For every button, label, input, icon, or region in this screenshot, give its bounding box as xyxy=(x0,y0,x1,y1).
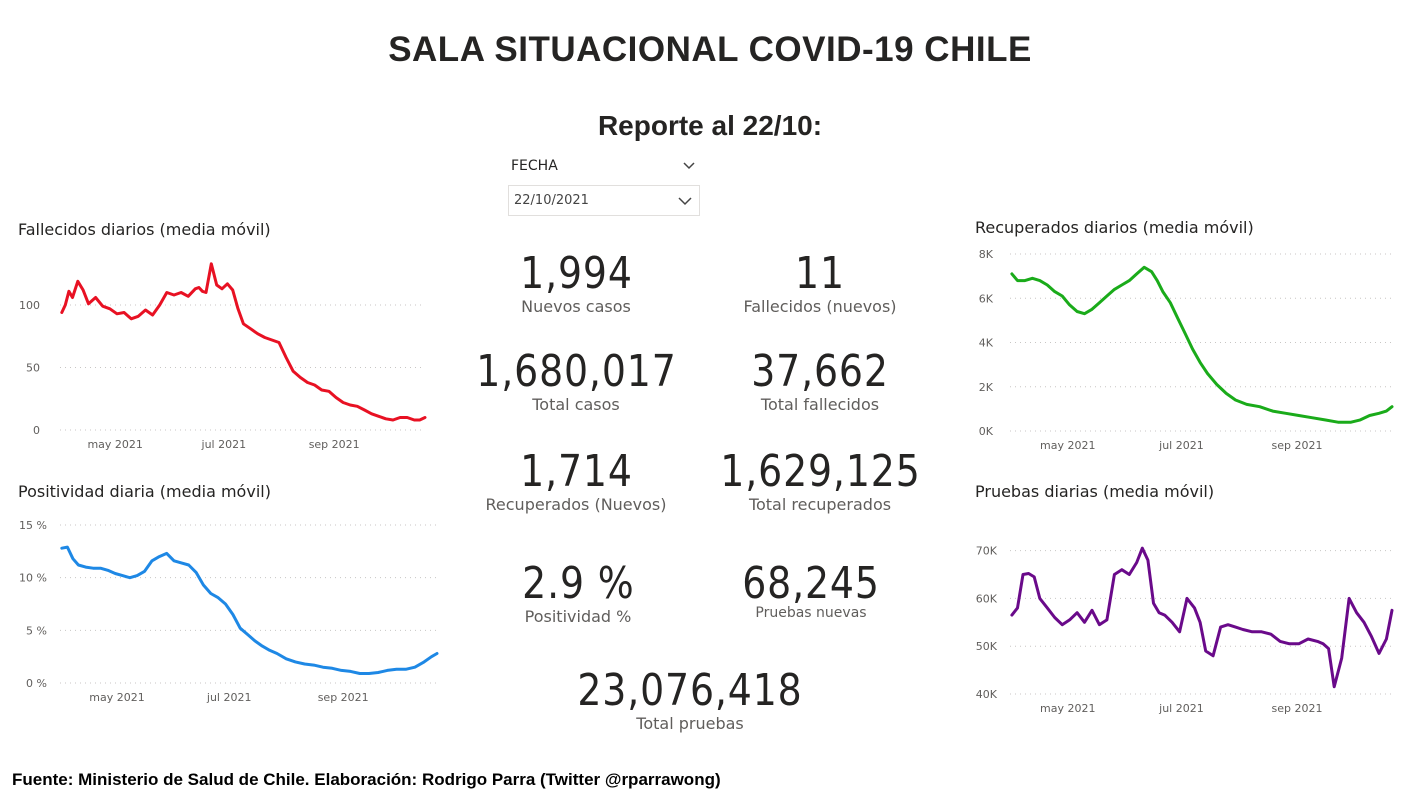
x-tick-label: may 2021 xyxy=(1040,439,1095,452)
y-tick-label: 60K xyxy=(976,592,998,605)
x-tick-label: sep 2021 xyxy=(1271,702,1322,715)
kpi-label: Pruebas nuevas xyxy=(755,605,867,621)
kpi-total-pruebas: 23,076,418 Total pruebas xyxy=(540,665,840,733)
x-tick-label: jul 2021 xyxy=(1158,439,1204,452)
x-tick-label: may 2021 xyxy=(89,691,144,704)
kpi-value: 1,680,017 xyxy=(475,346,677,397)
fecha-dropdown[interactable] xyxy=(508,185,700,216)
x-tick-label: jul 2021 xyxy=(201,438,247,451)
fecha-dropdown-value: 22/10/2021 xyxy=(514,193,589,208)
kpi-label: Total casos xyxy=(532,395,620,414)
y-tick-label: 50 xyxy=(26,362,40,375)
y-tick-label: 4K xyxy=(979,337,994,350)
y-tick-label: 10 % xyxy=(19,572,47,585)
kpi-label: Nuevos casos xyxy=(521,297,631,316)
y-tick-label: 70K xyxy=(976,545,998,558)
x-tick-label: sep 2021 xyxy=(1271,439,1322,452)
chart-title-recuperados: Recuperados diarios (media móvil) xyxy=(975,218,1254,237)
chart-pruebas: 40K 50K 60K 70K may 2021 jul 2021 sep 2021 xyxy=(976,545,1394,715)
y-tick-label: 5 % xyxy=(26,624,47,637)
kpi-value: 1,714 xyxy=(519,446,633,497)
kpi-value: 1,994 xyxy=(519,248,633,299)
x-tick-label: sep 2021 xyxy=(318,691,369,704)
series-line-pruebas xyxy=(1010,546,1394,689)
series-line-recuperados xyxy=(1010,265,1394,424)
kpi-label: Total recuperados xyxy=(748,495,892,514)
kpi-value: 23,076,418 xyxy=(577,665,803,716)
kpi-label: Total pruebas xyxy=(636,714,744,733)
series-line-positividad xyxy=(60,545,439,675)
chevron-down-icon[interactable] xyxy=(676,192,694,210)
y-tick-label: 8K xyxy=(979,248,994,261)
kpi-value: 2.9 % xyxy=(521,558,635,609)
chart-title-pruebas: Pruebas diarias (media móvil) xyxy=(975,482,1215,501)
chart-positividad: 0 % 5 % 10 % 15 % may 2021 jul 2021 sep 2021 xyxy=(19,519,439,704)
series-line-fallecidos xyxy=(60,262,427,422)
kpi-recuperados-nuevos: 1,714 Recuperados (Nuevos) xyxy=(456,446,696,514)
y-tick-label: 2K xyxy=(979,381,994,394)
kpi-total-recuperados: 1,629,125 Total recuperados xyxy=(690,446,950,514)
chevron-down-icon[interactable] xyxy=(680,156,698,174)
kpi-total-fallecidos: 37,662 Total fallecidos xyxy=(700,346,940,414)
chart-title-fallecidos: Fallecidos diarios (media móvil) xyxy=(18,220,271,239)
kpi-pruebas-nuevas: 68,245 Pruebas nuevas xyxy=(711,558,911,621)
kpi-value: 68,245 xyxy=(742,558,880,609)
y-tick-label: 0K xyxy=(979,425,994,438)
kpi-label: Total fallecidos xyxy=(760,395,880,414)
kpi-value: 37,662 xyxy=(751,346,889,397)
kpi-value: 11 xyxy=(795,248,845,299)
report-date-heading: Reporte al 22/10: xyxy=(597,110,823,141)
kpi-value: 1,629,125 xyxy=(719,446,921,497)
kpi-label: Fallecidos (nuevos) xyxy=(743,297,897,316)
x-tick-label: may 2021 xyxy=(87,438,142,451)
kpi-positividad: 2.9 % Positividad % xyxy=(478,558,678,626)
y-tick-label: 50K xyxy=(976,640,998,653)
page-title: SALA SITUACIONAL COVID-19 CHILE xyxy=(388,30,1032,69)
x-tick-label: sep 2021 xyxy=(309,438,360,451)
y-tick-label: 40K xyxy=(976,688,998,701)
chart-recuperados: 0K 2K 4K 6K 8K may 2021 jul 2021 sep 2021 xyxy=(979,248,1394,452)
y-tick-label: 15 % xyxy=(19,519,47,532)
fecha-slicer-label: FECHA xyxy=(511,158,558,174)
kpi-fallecidos-nuevos: 11 Fallecidos (nuevos) xyxy=(720,248,920,316)
x-tick-label: jul 2021 xyxy=(206,691,252,704)
kpi-label: Recuperados (Nuevos) xyxy=(485,495,667,514)
y-tick-label: 100 xyxy=(19,299,40,312)
chart-fallecidos: 0 50 100 may 2021 jul 2021 sep 2021 xyxy=(19,262,427,451)
x-tick-label: may 2021 xyxy=(1040,702,1095,715)
x-tick-label: jul 2021 xyxy=(1158,702,1204,715)
kpi-label: Positividad % xyxy=(524,607,632,626)
kpi-total-casos: 1,680,017 Total casos xyxy=(456,346,696,414)
y-tick-label: 6K xyxy=(979,292,994,305)
source-footer: Fuente: Ministerio de Salud de Chile. El… xyxy=(12,770,721,789)
y-tick-label: 0 % xyxy=(26,677,47,690)
chart-title-positividad: Positividad diaria (media móvil) xyxy=(18,482,271,501)
kpi-nuevos-casos: 1,994 Nuevos casos xyxy=(476,248,676,316)
y-tick-label: 0 xyxy=(33,424,40,437)
